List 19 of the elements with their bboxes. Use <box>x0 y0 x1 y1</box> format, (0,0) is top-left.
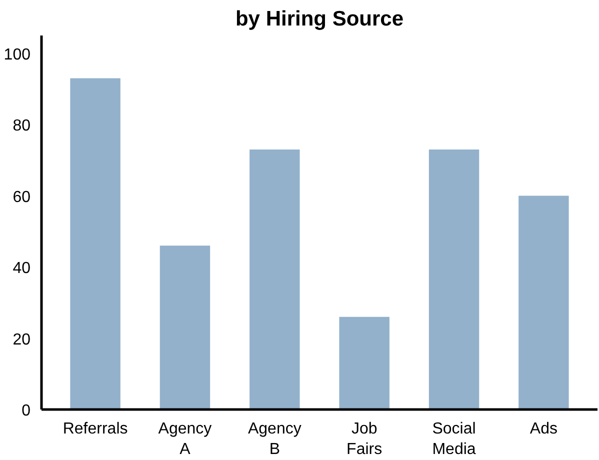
bar <box>250 149 300 410</box>
chart-title: by Hiring Source <box>235 8 404 30</box>
bar <box>518 196 569 410</box>
y-tick-label: 0 <box>22 402 31 420</box>
y-tick-label: 40 <box>12 260 31 278</box>
bar <box>428 149 480 410</box>
bar <box>160 246 210 410</box>
x-tick-label: Referrals <box>62 420 128 438</box>
x-tick-label: Social Media <box>432 420 476 458</box>
y-tick-label: 100 <box>4 46 31 64</box>
x-tick-label: Job Fairs <box>346 420 382 458</box>
x-tick-label: Agency A <box>158 420 212 458</box>
bar <box>70 78 120 410</box>
x-tick-label: Agency B <box>248 420 302 458</box>
bar <box>339 316 390 410</box>
y-tick-label: 60 <box>12 188 31 206</box>
y-tick-label: 20 <box>12 331 31 348</box>
y-tick-label: 80 <box>12 118 31 135</box>
x-tick-label: Ads <box>530 420 558 438</box>
